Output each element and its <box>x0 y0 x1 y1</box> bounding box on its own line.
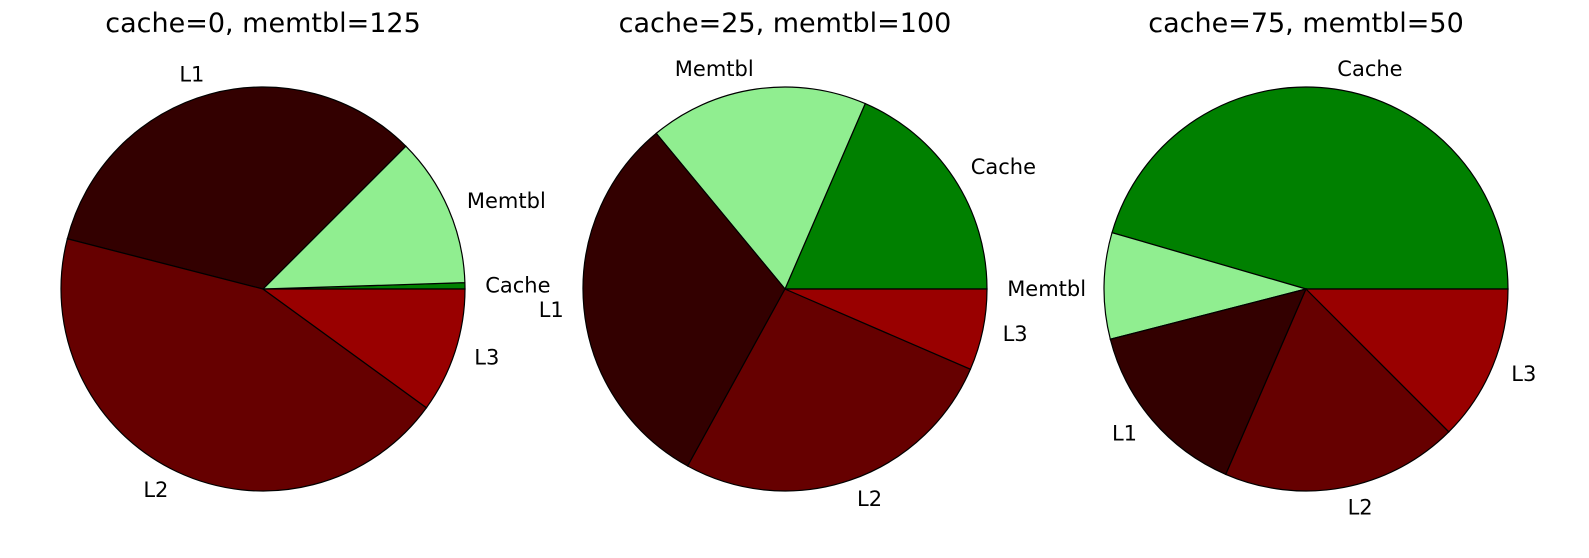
chart-title: cache=0, memtbl=125 <box>105 8 421 39</box>
slice-label: Cache <box>1337 57 1402 81</box>
slice-label: L3 <box>1003 322 1028 346</box>
slice-label: L2 <box>1348 495 1373 519</box>
slice-label: L2 <box>143 478 168 502</box>
pie-slice-l2 <box>1224 287 1450 492</box>
pie-slice-memtbl <box>655 86 867 291</box>
pie-slice-cache <box>1111 86 1509 290</box>
pie-slice-l3 <box>784 288 988 371</box>
slice-label: Cache <box>485 274 550 298</box>
slice-label: L3 <box>474 346 499 370</box>
pie-slice-cache <box>784 102 988 290</box>
pie-slice-l1 <box>66 86 407 290</box>
slice-label: Memtbl <box>467 189 546 213</box>
slice-label: L2 <box>857 487 882 511</box>
pie-slice-unlabeled <box>1103 231 1309 340</box>
pie-slice-l3 <box>261 288 466 409</box>
chart-title: cache=75, memtbl=50 <box>1148 8 1464 39</box>
pie-chart-1: cache=0, memtbl=125 Cache Memtbl L1 L2 L3 <box>60 8 551 502</box>
pie-slice-l3 <box>1304 288 1509 433</box>
pie-slice-l2 <box>686 288 972 492</box>
slice-label: L3 <box>1511 362 1536 386</box>
slice-label: Memtbl <box>1007 277 1086 301</box>
pie-slice-memtbl <box>261 145 466 290</box>
slice-label: L1 <box>1112 421 1137 445</box>
pie-chart-3: cache=75, memtbl=50 Cache L1 L2 L3 <box>1103 8 1536 519</box>
slice-label: Cache <box>971 155 1036 179</box>
pie-slice-l1 <box>582 132 786 467</box>
slice-label: Memtbl <box>675 57 754 81</box>
chart-title: cache=25, memtbl=100 <box>619 8 952 39</box>
slice-label: L1 <box>179 63 204 87</box>
pie-slice-l2 <box>60 238 428 492</box>
pie-chart-2: cache=25, memtbl=100 Cache Memtbl L1 L2 L3 Me… <box>539 8 1086 511</box>
slice-label: L1 <box>539 298 564 322</box>
pie-slice-l1 <box>1109 288 1308 476</box>
